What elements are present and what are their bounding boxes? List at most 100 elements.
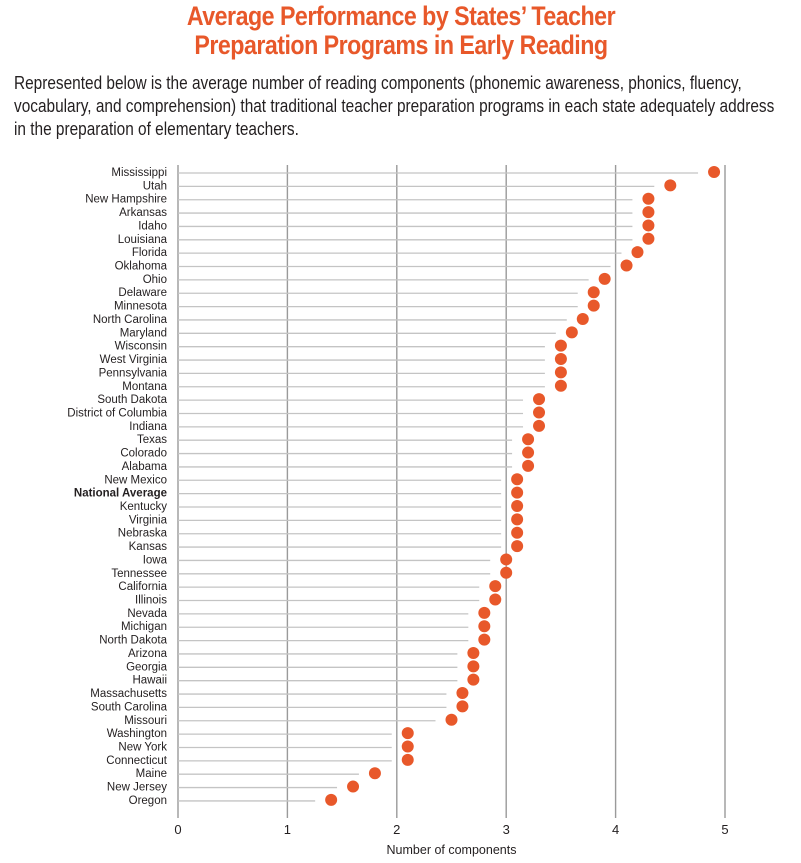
- y-category-label: Oklahoma: [115, 261, 168, 273]
- data-row: Massachusetts: [90, 687, 469, 700]
- data-point: [511, 513, 524, 526]
- data-point: [533, 419, 546, 432]
- y-category-label: Tennessee: [111, 568, 167, 580]
- data-point: [576, 312, 589, 325]
- chart-description: Represented below is the average number …: [14, 72, 784, 141]
- data-row: Iowa: [143, 553, 513, 566]
- data-row: Michigan: [121, 620, 491, 633]
- data-point: [511, 486, 524, 499]
- chart-title-line-2: Preparation Programs in Early Reading: [193, 30, 608, 60]
- data-row: Kentucky: [120, 500, 524, 513]
- data-row: West Virginia: [100, 353, 567, 366]
- data-point: [478, 606, 491, 619]
- data-row: South Carolina: [91, 700, 469, 713]
- y-category-label: West Virginia: [100, 354, 168, 366]
- data-point: [533, 406, 546, 419]
- data-row: National Average: [74, 486, 524, 500]
- data-point: [511, 473, 524, 486]
- x-axis-ticks: 0 1 2 3 4 5: [174, 822, 728, 837]
- data-point: [478, 633, 491, 646]
- y-category-label: Maine: [136, 768, 167, 780]
- y-category-label: Mississippi: [111, 167, 167, 179]
- data-row: Nevada: [127, 606, 491, 620]
- y-category-label: North Dakota: [99, 635, 167, 647]
- data-row: North Dakota: [99, 633, 491, 647]
- data-point: [401, 740, 414, 753]
- data-row: Nebraska: [118, 526, 524, 540]
- data-row: South Dakota: [97, 393, 546, 406]
- data-row: Maryland: [120, 326, 578, 339]
- data-row: California: [118, 580, 502, 593]
- data-point: [500, 566, 513, 579]
- description-line-2: vocabulary, and comprehension) that trad…: [14, 96, 775, 116]
- y-category-label: Michigan: [121, 621, 167, 633]
- data-row: Minnesota: [114, 299, 600, 313]
- data-row: Oregon: [129, 793, 338, 807]
- y-category-label: Nebraska: [118, 528, 168, 540]
- y-category-label: Missouri: [124, 715, 167, 727]
- data-row: Connecticut: [106, 753, 414, 767]
- data-point: [554, 339, 567, 352]
- data-row: Georgia: [126, 660, 480, 673]
- data-point: [598, 272, 611, 285]
- data-row: New Jersey: [107, 780, 360, 794]
- y-category-label: Georgia: [126, 661, 168, 673]
- y-category-label: California: [118, 581, 167, 593]
- y-category-label: Oregon: [129, 795, 167, 807]
- data-point: [511, 526, 524, 539]
- y-category-label: South Carolina: [91, 701, 168, 713]
- y-category-label: Pennsylvania: [99, 367, 168, 379]
- x-tick-label: 3: [503, 822, 510, 837]
- y-category-label: Idaho: [138, 220, 167, 232]
- data-row: Montana: [122, 379, 567, 393]
- data-point: [620, 259, 633, 272]
- y-category-label: Louisiana: [118, 234, 168, 246]
- data-row: Louisiana: [118, 232, 655, 246]
- y-category-label: Texas: [137, 434, 167, 446]
- y-category-label: Virginia: [129, 514, 168, 526]
- chart-title-text: Average Performance by States’ Teacher P…: [186, 2, 615, 60]
- y-category-label: Florida: [132, 247, 168, 259]
- data-row: Florida: [132, 246, 644, 259]
- data-point: [368, 767, 381, 780]
- data-point: [533, 393, 546, 406]
- data-point: [467, 673, 480, 686]
- data-row: Wisconsin: [115, 339, 567, 353]
- data-point: [554, 353, 567, 366]
- data-row: Ohio: [143, 272, 611, 286]
- data-row: Arkansas: [119, 206, 655, 219]
- data-point: [708, 166, 721, 178]
- data-row: New York: [118, 740, 414, 753]
- y-category-label: New York: [118, 741, 167, 753]
- x-tick-label: 1: [284, 822, 291, 837]
- data-row: Utah: [143, 179, 677, 192]
- data-point: [325, 793, 338, 806]
- y-category-label: District of Columbia: [67, 407, 167, 419]
- data-point: [522, 459, 535, 472]
- data-row: Pennsylvania: [99, 366, 567, 379]
- y-category-label: Colorado: [120, 448, 167, 460]
- data-point: [511, 500, 524, 512]
- data-row: Colorado: [120, 446, 535, 460]
- data-row: Virginia: [129, 513, 524, 526]
- y-category-label: Maryland: [120, 327, 167, 339]
- data-point: [467, 660, 480, 673]
- data-row: Washington: [107, 727, 414, 740]
- data-row: Texas: [137, 433, 535, 446]
- data-point: [489, 593, 502, 606]
- y-category-label: Hawaii: [132, 675, 167, 687]
- data-point: [467, 646, 480, 659]
- y-category-label: Indiana: [129, 421, 167, 433]
- chart-title: Average Performance by States’ Teacher P…: [0, 2, 801, 60]
- y-category-label: National Average: [74, 488, 167, 500]
- y-category-label: Arizona: [128, 648, 168, 660]
- data-point: [554, 366, 567, 379]
- data-point: [500, 553, 513, 566]
- data-point: [642, 232, 655, 245]
- y-category-label: Washington: [107, 728, 167, 740]
- y-category-label: Kansas: [129, 541, 168, 553]
- data-row: New Hampshire: [85, 192, 655, 206]
- x-tick-label: 5: [721, 822, 728, 837]
- y-category-label: New Hampshire: [85, 194, 167, 206]
